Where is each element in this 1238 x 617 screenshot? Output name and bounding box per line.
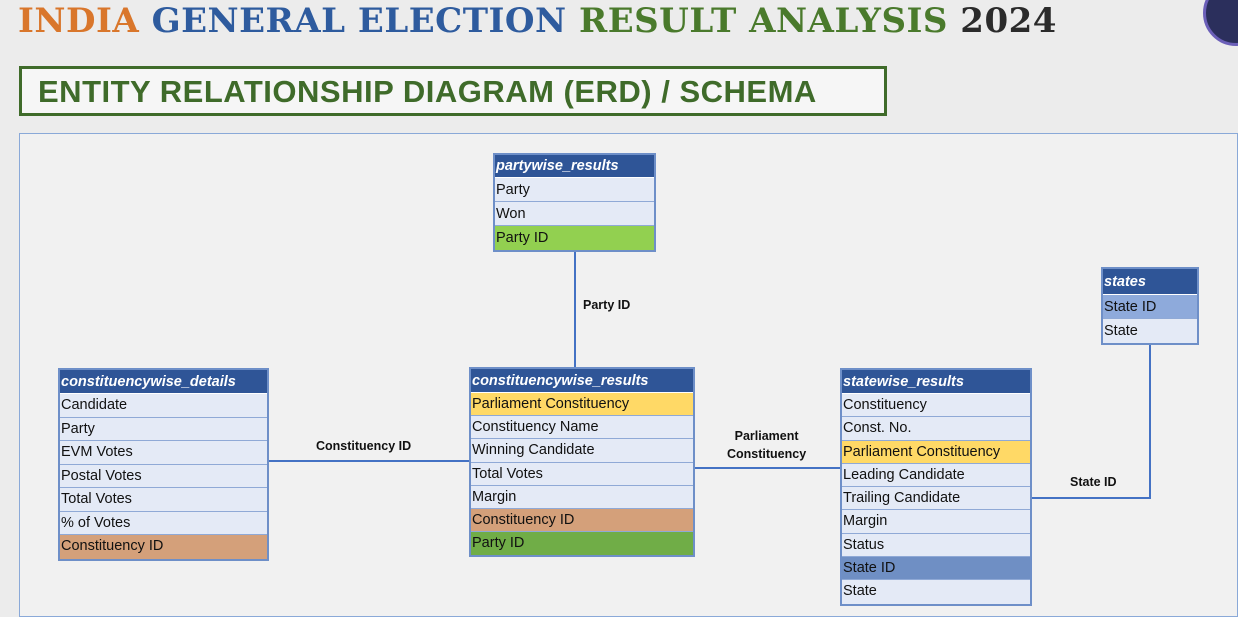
table-field: Parliament Constituency (471, 393, 693, 417)
table-field: Leading Candidate (842, 463, 1030, 488)
table-field: State (842, 580, 1030, 604)
link-state-id (1031, 342, 1151, 499)
table-field: Winning Candidate (471, 439, 693, 463)
table-field: Party (60, 417, 267, 441)
table-field: Constituency Name (471, 416, 693, 440)
table-field: Postal Votes (60, 464, 267, 488)
title-part: GENERAL ELECTION (151, 1, 579, 41)
table-constituencywise-details: constituencywise_details Candidate Party E… (58, 368, 269, 561)
table-states: states State ID State (1101, 267, 1199, 345)
table-field: Candidate (60, 394, 267, 418)
label-parliament-constituency: Parliament Constituency (727, 429, 807, 461)
table-field: Total Votes (60, 488, 267, 512)
table-field: Parliament Constituency (842, 440, 1030, 464)
table-header: constituencywise_results (471, 369, 693, 393)
table-field: State ID (842, 557, 1030, 581)
title-part: RESULT ANALYSIS (578, 1, 961, 41)
table-field: Const. No. (842, 417, 1030, 441)
table-field: Party ID (495, 226, 654, 250)
page-title: INDIA GENERAL ELECTION RESULT ANALYSIS 2… (18, 0, 1057, 44)
table-field: % of Votes (60, 511, 267, 535)
title-part: 2024 (960, 1, 1057, 41)
table-field: Party ID (471, 532, 693, 556)
table-field: State (1103, 319, 1197, 343)
table-field: Total Votes (471, 462, 693, 486)
diagram-subtitle: ENTITY RELATIONSHIP DIAGRAM (ERD) / SCHE… (38, 74, 817, 109)
table-header: states (1103, 269, 1197, 295)
subtitle-box: ENTITY RELATIONSHIP DIAGRAM (ERD) / SCHE… (19, 66, 887, 116)
table-header: constituencywise_details (60, 370, 267, 394)
title-part: INDIA (18, 1, 152, 41)
label-party-id: Party ID (583, 298, 631, 312)
table-field: Constituency ID (471, 508, 693, 533)
table-field: Won (495, 202, 654, 226)
table-header: statewise_results (842, 370, 1030, 394)
table-field: Status (842, 533, 1030, 558)
table-field: Margin (842, 510, 1030, 534)
table-field: State ID (1103, 295, 1197, 319)
table-header: partywise_results (495, 155, 654, 178)
table-statewise-results: statewise_results Constituency Const. No.… (840, 368, 1032, 606)
table-partywise-results: partywise_results Party Won Party ID (493, 153, 656, 252)
table-field: Trailing Candidate (842, 487, 1030, 511)
label-state-id: State ID (1070, 475, 1117, 489)
label-constituency-id: Constituency ID (316, 439, 412, 453)
table-field: Constituency (842, 394, 1030, 418)
table-field: Margin (471, 485, 693, 509)
table-field: EVM Votes (60, 441, 267, 465)
table-field: Party (495, 178, 654, 202)
table-field: Constituency ID (60, 535, 267, 559)
table-constituencywise-results: constituencywise_results Parliament Cons… (469, 367, 695, 558)
